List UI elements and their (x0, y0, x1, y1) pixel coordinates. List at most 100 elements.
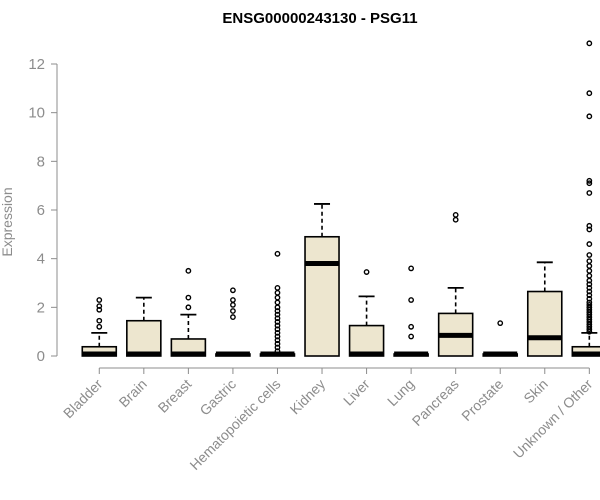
box-series (81, 40, 600, 357)
outlier-point (274, 322, 281, 329)
y-tick-label: 2 (37, 299, 45, 316)
outlier-point (230, 297, 236, 303)
outlier-point (586, 177, 593, 184)
outlier-point (274, 337, 281, 344)
outlier-point (274, 340, 281, 347)
y-tick-label: 0 (37, 348, 45, 365)
box-group (170, 267, 207, 357)
outlier-point (363, 269, 370, 275)
outlier-point (586, 267, 593, 274)
outlier-point (586, 299, 593, 306)
y-tick-label: 10 (28, 105, 45, 122)
x-tick-label: Lung (384, 376, 417, 409)
box-group (304, 203, 340, 357)
outlier-point (274, 326, 281, 333)
outlier-point (586, 295, 593, 302)
outlier-point (274, 308, 281, 314)
x-tick-label: Bladder (60, 376, 106, 422)
outlier-point (96, 297, 103, 303)
outlier-point (274, 344, 281, 351)
outlier-point (586, 277, 593, 284)
x-tick-label: Liver (340, 376, 373, 409)
outlier-point (274, 315, 281, 322)
outlier-point (408, 333, 415, 340)
x-tick-label: Pancreas (409, 376, 462, 429)
box (126, 319, 162, 357)
outlier-point (274, 348, 281, 355)
outlier-point (586, 241, 593, 247)
outlier-point (408, 265, 415, 272)
outlier-point (274, 294, 281, 301)
outlier-point (274, 250, 281, 257)
outlier-point (274, 299, 281, 306)
x-tick-label: Gastric (196, 376, 239, 419)
outlier-point (586, 258, 593, 264)
outlier-point (586, 301, 593, 308)
box-group (437, 211, 474, 357)
outlier-point (408, 323, 415, 330)
outlier-point (586, 263, 593, 269)
y-tick-label: 8 (37, 153, 45, 170)
outlier-point (452, 216, 459, 223)
outlier-point (586, 222, 593, 229)
y-tick-label: 4 (37, 251, 45, 268)
outlier-point (586, 180, 593, 187)
box (348, 324, 385, 357)
outlier-point (497, 320, 504, 327)
box-group (126, 296, 162, 357)
outlier-point (96, 303, 103, 310)
box-group (393, 265, 429, 357)
y-tick-label: 12 (28, 56, 45, 73)
outlier-point (230, 287, 236, 294)
box-group (482, 320, 519, 357)
x-tick-label: Prostate (458, 376, 506, 424)
outlier-point (185, 304, 192, 311)
outlier-point (274, 329, 281, 336)
box-group (526, 261, 563, 357)
x-tick-label: Brain (116, 376, 150, 410)
box-group (215, 287, 251, 357)
outlier-point (586, 252, 593, 258)
outlier-point (586, 190, 593, 196)
outlier-point (230, 314, 236, 320)
box-group (81, 297, 118, 357)
box-group (259, 250, 296, 357)
outlier-point (274, 333, 281, 340)
x-tick-label: Unknown / Other (510, 376, 596, 462)
outlier-point (586, 272, 593, 279)
outlier-point (274, 311, 281, 318)
outlier-point (96, 306, 103, 313)
outlier-point (274, 319, 281, 325)
outlier-point (452, 211, 459, 218)
outlier-point (274, 304, 281, 311)
outlier-point (586, 284, 593, 291)
box (526, 290, 563, 357)
y-axis: 0 2 4 6 8 10 12 (28, 56, 58, 365)
outlier-point (274, 289, 281, 296)
outlier-point (230, 301, 236, 308)
outlier-point (586, 292, 593, 299)
outlier-point (185, 267, 192, 274)
outlier-point (586, 281, 593, 288)
chart-title: ENSG00000243130 - PSG11 (222, 10, 417, 27)
outlier-point (96, 317, 103, 324)
y-tick-label: 6 (37, 202, 45, 219)
box (304, 235, 340, 357)
y-axis-label: Expression (0, 187, 15, 256)
outlier-point (408, 297, 415, 303)
box-group (571, 40, 600, 357)
outlier-point (96, 323, 103, 330)
outlier-point (586, 288, 593, 295)
outlier-point (274, 284, 281, 291)
x-tick-label: Breast (155, 376, 195, 416)
outlier-point (185, 294, 192, 301)
x-tick-label: Kidney (287, 376, 329, 418)
box-group (348, 269, 385, 357)
outlier-point (586, 40, 593, 47)
outlier-point (230, 308, 236, 314)
x-tick-label: Skin (520, 376, 551, 407)
outlier-point (586, 113, 593, 120)
outlier-point (586, 226, 593, 233)
